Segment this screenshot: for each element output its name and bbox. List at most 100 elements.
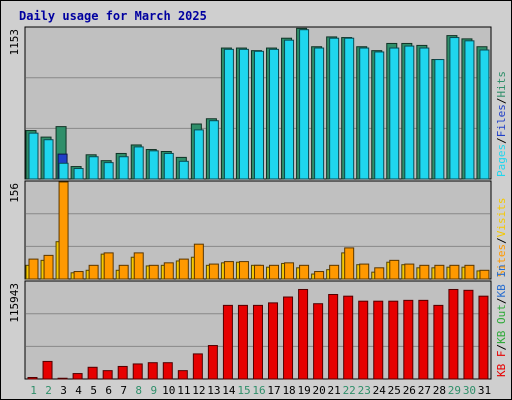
pages-bar-17 — [269, 48, 280, 180]
top-panel-legend-entry-0: Pages — [495, 144, 508, 177]
x-tick-label-25: 25 — [388, 384, 401, 397]
pages-bar-4 — [73, 168, 84, 180]
pages-bar-31 — [479, 49, 490, 180]
pages-bar-30 — [464, 40, 475, 180]
kbf-bar-30 — [463, 289, 474, 380]
x-tick-label-29: 29 — [448, 384, 461, 397]
x-tick-label-28: 28 — [433, 384, 446, 397]
kbf-bar-16 — [252, 304, 263, 380]
pages-bar-7 — [118, 156, 129, 180]
middle-panel-legend-entry-1: Visits — [495, 198, 508, 238]
kbf-bar-9 — [147, 362, 158, 380]
sites-bar-17 — [269, 264, 280, 280]
kbf-bar-1 — [27, 376, 38, 380]
kbf-bar-28 — [433, 304, 444, 380]
sites-bar-24 — [374, 267, 385, 280]
sites-bar-11 — [178, 258, 189, 280]
sites-bar-7 — [118, 264, 129, 280]
sites-bar-10 — [163, 262, 174, 280]
x-tick-label-30: 30 — [463, 384, 476, 397]
x-tick-label-10: 10 — [162, 384, 175, 397]
middle-panel-max-label: 156 — [8, 183, 21, 203]
top-panel-legend: Pages/Files/Hits — [495, 71, 508, 177]
kbf-bar-4 — [72, 373, 83, 380]
kbf-bar-31 — [478, 295, 489, 380]
sites-bar-14 — [223, 261, 234, 280]
x-tick-label-4: 4 — [75, 384, 82, 397]
pages-bar-9 — [148, 150, 159, 180]
middle-panel-legend: Sites/Visits — [495, 198, 508, 278]
kbf-bar-3 — [57, 377, 68, 380]
x-tick-label-20: 20 — [313, 384, 326, 397]
pages-bar-21 — [329, 37, 340, 180]
sites-bar-23 — [359, 263, 370, 280]
pages-bar-12 — [193, 129, 204, 180]
middle-panel-plot-area — [24, 180, 492, 280]
top-panel-legend-entry-1: Files — [495, 104, 508, 137]
kbf-bar-11 — [177, 370, 188, 380]
x-tick-label-17: 17 — [267, 384, 280, 397]
sites-bar-5 — [88, 264, 99, 280]
x-tick-label-31: 31 — [478, 384, 491, 397]
bottom-panel-legend-entry-2: KB In — [495, 264, 508, 297]
top-panel-legend-entry-2: Hits — [495, 71, 508, 98]
bottom-panel-legend-entry-1: KB Out — [495, 304, 508, 344]
sites-bar-21 — [329, 264, 340, 280]
pages-bar-11 — [178, 160, 189, 180]
kbf-bar-25 — [388, 300, 399, 380]
x-tick-label-26: 26 — [403, 384, 416, 397]
x-tick-label-5: 5 — [90, 384, 97, 397]
sites-bar-2 — [43, 254, 54, 280]
bottom-panel-max-label: 115943 — [8, 283, 21, 323]
chart-title: Daily usage for March 2025 — [19, 9, 207, 23]
kbf-bar-15 — [237, 304, 248, 380]
pages-bar-20 — [314, 47, 325, 180]
x-tick-label-8: 8 — [135, 384, 142, 397]
pages-bar-26 — [404, 45, 415, 180]
pages-bar-16 — [253, 50, 264, 180]
bottom-panel-legend-separator-2: / — [495, 298, 508, 305]
sites-bar-26 — [404, 263, 415, 280]
x-tick-label-16: 16 — [252, 384, 265, 397]
bottom-panel-legend-separator-1: / — [495, 344, 508, 351]
kbf-bar-18 — [283, 296, 294, 380]
bottom-panel-legend: KB F/KB Out/KB In — [495, 264, 508, 377]
kbf-bar-13 — [207, 345, 218, 380]
kbf-bar-2 — [42, 360, 53, 380]
kbf-bar-29 — [448, 288, 459, 380]
top-panel-legend-separator-1: / — [495, 137, 508, 144]
pages-bar-29 — [449, 37, 460, 180]
x-tick-label-9: 9 — [150, 384, 157, 397]
sites-bar-13 — [208, 263, 219, 280]
kbf-bar-17 — [268, 302, 279, 380]
x-tick-label-19: 19 — [297, 384, 310, 397]
sites-bar-20 — [314, 271, 325, 280]
kbf-bar-7 — [117, 365, 128, 380]
sites-bar-29 — [449, 264, 460, 280]
x-tick-label-22: 22 — [343, 384, 356, 397]
sites-bar-12 — [193, 243, 204, 280]
pages-bar-25 — [389, 47, 400, 180]
sites-bar-15 — [238, 261, 249, 280]
kbf-bar-8 — [132, 363, 143, 380]
top-panel-legend-separator-2: / — [495, 98, 508, 105]
x-tick-label-15: 15 — [237, 384, 250, 397]
pages-bar-27 — [419, 47, 430, 180]
sites-bar-8 — [133, 252, 144, 280]
pages-bar-8 — [133, 146, 144, 180]
pages-bar-28 — [434, 59, 445, 180]
x-tick-label-12: 12 — [192, 384, 205, 397]
sites-bar-27 — [419, 264, 430, 280]
x-tick-label-6: 6 — [105, 384, 112, 397]
x-tick-label-21: 21 — [328, 384, 341, 397]
kbf-bar-22 — [343, 295, 354, 380]
kbf-bar-14 — [222, 304, 233, 380]
x-tick-label-2: 2 — [45, 384, 52, 397]
sites-bar-25 — [389, 259, 400, 280]
pages-bar-10 — [163, 152, 174, 180]
pages-bar-19 — [299, 29, 310, 180]
kbf-bar-19 — [298, 288, 309, 380]
x-tick-label-24: 24 — [373, 384, 387, 397]
pages-bar-2 — [43, 139, 54, 180]
